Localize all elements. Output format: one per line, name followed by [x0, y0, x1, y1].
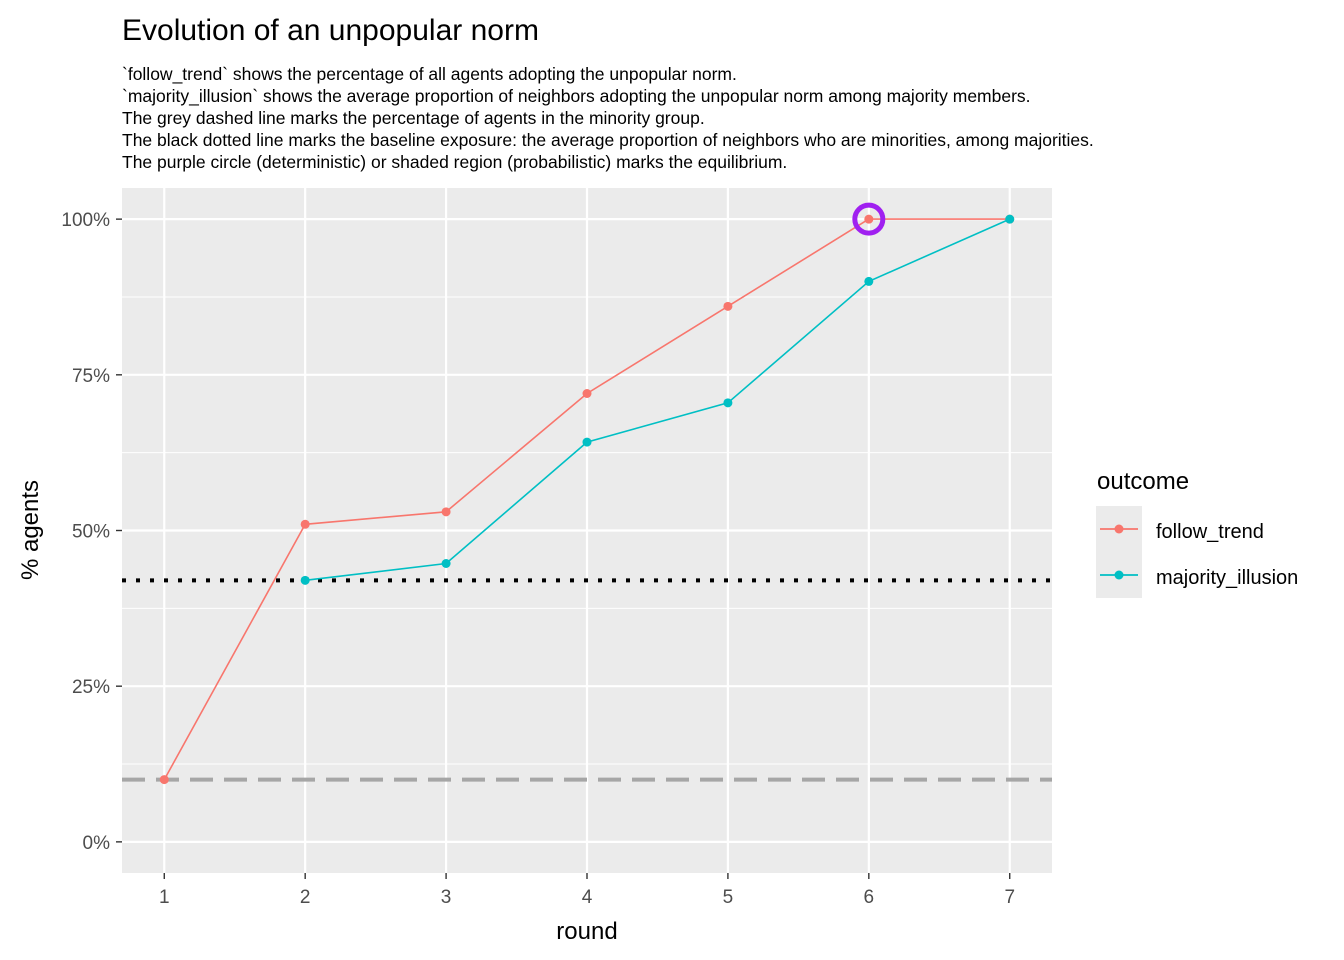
x-tick-label: 4 — [582, 887, 593, 908]
x-tick-label: 6 — [864, 887, 875, 908]
data-point-follow-trend — [300, 519, 310, 529]
data-point-majority-illusion — [1005, 214, 1015, 224]
chart-title: Evolution of an unpopular norm — [122, 14, 539, 47]
equilibrium-circle — [852, 202, 886, 236]
data-point-majority-illusion — [864, 276, 874, 286]
y-tick-label: 25% — [72, 677, 110, 698]
data-point-majority-illusion — [300, 575, 310, 585]
data-point-majority-illusion — [441, 559, 451, 569]
x-tick-label: 2 — [300, 887, 311, 908]
legend-keys — [1100, 524, 1138, 580]
data-point-majority-illusion — [582, 437, 592, 447]
y-tick-label: 0% — [83, 833, 111, 854]
series — [159, 214, 1015, 785]
legend-key-point-majority-illusion — [1114, 570, 1124, 580]
reference-lines — [122, 578, 1052, 782]
x-tick-label: 3 — [441, 887, 452, 908]
subtitle-line-4: The black dotted line marks the baseline… — [122, 130, 1094, 150]
data-point-follow-trend — [864, 214, 874, 224]
x-axis-title: round — [556, 918, 617, 945]
y-tick-label: 100% — [61, 210, 110, 231]
data-point-follow-trend — [441, 507, 451, 517]
data-point-follow-trend — [582, 389, 592, 398]
equilibrium-layer — [852, 202, 886, 236]
y-axis-title: % agents — [17, 480, 44, 580]
legend-key-point-follow-trend — [1114, 524, 1124, 534]
series-line-majority-illusion — [305, 218, 1011, 582]
data-point-follow-trend — [723, 301, 733, 311]
subtitle-line-5: The purple circle (deterministic) or sha… — [122, 152, 787, 172]
subtitle-line-2: `majority_illusion` shows the average pr… — [122, 86, 1031, 107]
data-point-majority-illusion — [723, 398, 733, 408]
legend-label-majority-illusion: majority_illusion — [1156, 567, 1298, 589]
legend-title: outcome — [1097, 468, 1189, 495]
legend: outcome follow_trend majority_illusion — [1096, 468, 1298, 598]
subtitle-line-3: The grey dashed line marks the percentag… — [122, 108, 705, 128]
grid — [122, 188, 1052, 873]
y-tick-label: 50% — [72, 522, 110, 543]
x-tick-label: 1 — [159, 887, 170, 908]
x-tick-label: 5 — [723, 887, 734, 908]
axes: 0% 25% 50% 75% 100% 1 2 3 4 5 6 7 — [61, 210, 1015, 908]
subtitle-line-1: `follow_trend` shows the percentage of a… — [122, 64, 737, 85]
y-tick-label: 75% — [72, 366, 110, 387]
data-point-follow-trend — [159, 775, 169, 785]
x-tick-label: 7 — [1004, 887, 1015, 908]
legend-label-follow-trend: follow_trend — [1156, 521, 1264, 543]
